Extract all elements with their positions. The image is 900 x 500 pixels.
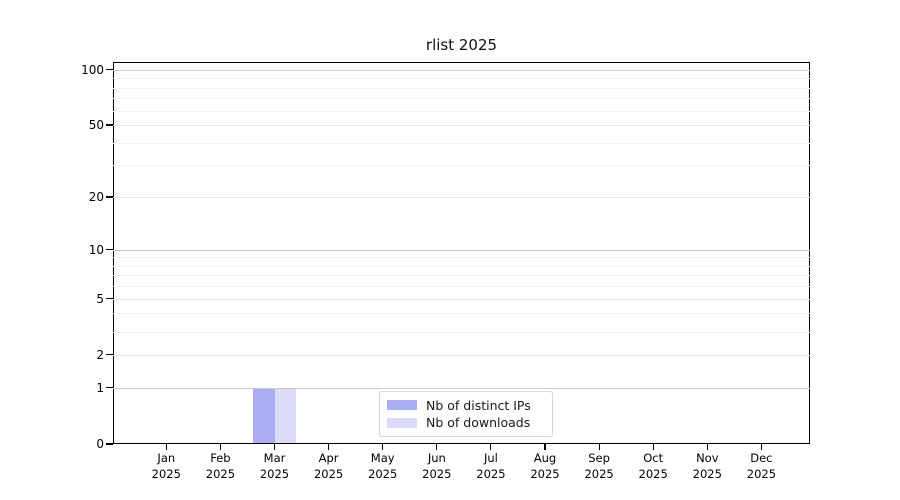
legend-item: Nb of downloads: [387, 415, 546, 430]
plot-area: [113, 62, 810, 444]
x-tick-mark: [652, 444, 654, 450]
y-tick-label: 10: [88, 242, 104, 257]
legend-item: Nb of distinct IPs: [387, 398, 546, 413]
x-tick-label: Oct 2025: [638, 451, 668, 481]
gridline-minor: [113, 286, 810, 288]
x-tick-mark: [706, 444, 708, 450]
y-tick-label: 100: [81, 62, 104, 77]
y-tick-mark: [106, 443, 113, 445]
legend-swatch-downloads: [387, 417, 417, 428]
gridline-minor: [113, 98, 810, 100]
gridline-minor: [113, 78, 810, 80]
x-tick-mark: [165, 444, 167, 450]
gridline: [113, 197, 810, 199]
gridline-minor: [113, 165, 810, 167]
y-tick-label: 2: [96, 347, 104, 362]
gridline-minor: [113, 257, 810, 259]
y-tick-mark: [106, 354, 113, 356]
legend-label: Nb of distinct IPs: [426, 397, 531, 413]
chart-title: rlist 2025: [425, 36, 498, 54]
legend: Nb of distinct IPs Nb of downloads: [379, 391, 553, 437]
x-tick-label: Jan 2025: [151, 451, 181, 481]
x-tick-label: Sep 2025: [584, 451, 614, 481]
gridline: [113, 69, 810, 71]
y-tick-mark: [106, 387, 113, 389]
x-tick-label: Nov 2025: [692, 451, 722, 481]
y-tick-mark: [106, 248, 113, 251]
legend-label: Nb of downloads: [426, 415, 531, 431]
y-tick-mark: [106, 298, 113, 300]
gridline: [113, 387, 810, 389]
y-tick-mark: [106, 124, 113, 126]
y-tick-label: 50: [88, 118, 104, 133]
bar-distinct-ips: [253, 387, 275, 443]
gridline-minor: [113, 87, 810, 89]
gridline-minor: [113, 275, 810, 277]
gridline: [113, 249, 810, 251]
gridline-minor: [113, 110, 810, 112]
x-tick-label: Dec 2025: [746, 451, 777, 481]
y-tick-label: 1: [96, 380, 104, 395]
y-tick-label: 0: [96, 437, 104, 451]
x-tick-label: Jun 2025: [422, 451, 452, 481]
x-tick-label: Feb 2025: [205, 451, 236, 481]
x-tick-label: May 2025: [368, 451, 398, 481]
x-tick-mark: [328, 444, 330, 450]
y-tick-mark: [106, 196, 113, 198]
gridline-minor: [113, 313, 810, 315]
gridline-minor: [113, 142, 810, 144]
x-tick-mark: [598, 444, 600, 450]
x-tick-label: Jul 2025: [476, 451, 506, 481]
x-tick-label: Aug 2025: [530, 451, 560, 481]
x-tick-mark: [490, 444, 492, 450]
x-tick-mark: [544, 444, 546, 450]
bar-downloads: [274, 387, 296, 443]
x-tick-label: Apr 2025: [313, 451, 344, 481]
gridline: [113, 354, 810, 356]
y-tick-mark: [106, 69, 113, 71]
x-tick-mark: [382, 444, 384, 450]
gridline-minor: [113, 331, 810, 333]
x-tick-mark: [760, 444, 762, 450]
gridline: [113, 298, 810, 300]
x-tick-mark: [436, 444, 438, 450]
y-tick-label: 5: [96, 291, 104, 306]
legend-swatch-distinct-ips: [387, 400, 417, 411]
x-tick-mark: [273, 444, 276, 450]
x-tick-mark: [219, 444, 221, 450]
x-tick-label: Mar 2025: [259, 451, 290, 481]
gridline: [113, 125, 810, 127]
gridline-minor: [113, 265, 810, 267]
y-tick-label: 20: [88, 190, 104, 205]
